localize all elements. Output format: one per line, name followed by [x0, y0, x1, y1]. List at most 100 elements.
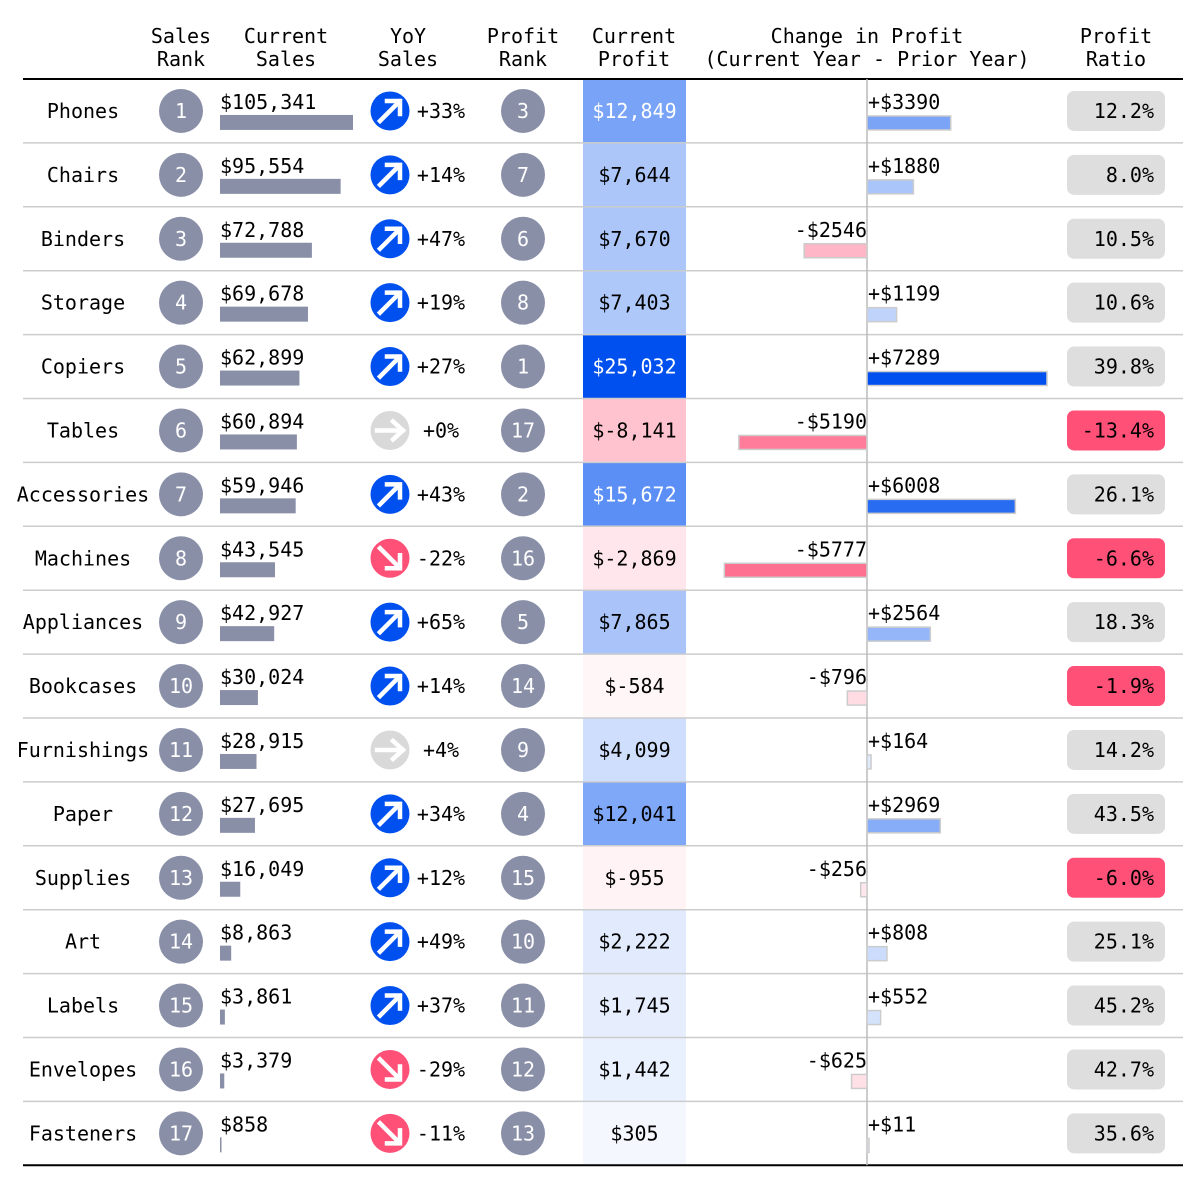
category-label: Paper — [53, 802, 113, 826]
profit-heat-cell — [583, 590, 686, 654]
profit-ratio-badge — [1067, 793, 1165, 834]
profit-heat-cell — [583, 1101, 686, 1165]
profit-change-bar — [859, 882, 868, 898]
sales-value-label: $72,788 — [220, 218, 304, 242]
profit-change-bar — [866, 115, 952, 131]
sales-value-label: $62,899 — [220, 346, 304, 370]
current-profit-label: $-2,869 — [592, 546, 676, 570]
profit-ratio-label: -1.9% — [1094, 674, 1154, 698]
sales-bar — [220, 626, 275, 642]
profit-heat-cell — [583, 399, 686, 462]
profit-ratio-label: 25.1% — [1094, 930, 1154, 954]
profit-rank-circle — [501, 600, 545, 645]
header-yoy-sales-line-2: Sales — [378, 47, 438, 71]
profit-ratio-badge — [1067, 154, 1165, 195]
sales-rank-circle — [159, 1111, 203, 1156]
profit-rank-circle — [501, 408, 545, 453]
category-label: Art — [65, 930, 101, 954]
arrow-up-right-icon — [370, 347, 410, 387]
profit-rank-circle — [501, 280, 545, 325]
sales-rank-label: 5 — [175, 355, 187, 379]
category-label: Phones — [47, 99, 119, 123]
sales-rank-label: 1 — [175, 99, 187, 123]
arrow-up-right-icon — [370, 602, 410, 642]
category-label: Chairs — [47, 163, 119, 187]
profit-ratio-badge — [1067, 410, 1165, 451]
profit-change-bar — [866, 626, 932, 642]
yoy-sales-label: -29% — [417, 1057, 465, 1081]
sales-value-label: $105,341 — [220, 90, 316, 114]
header-current-sales-line-1: Current — [244, 24, 328, 48]
yoy-sales-label: +12% — [417, 866, 465, 890]
sales-bar — [220, 370, 300, 386]
profit-heat-cell — [583, 207, 686, 271]
profit-ratio-label: 10.5% — [1094, 227, 1154, 251]
profit-ratio-badge — [1067, 921, 1165, 962]
profit-ratio-badge — [1067, 474, 1165, 515]
category-label: Furnishings — [17, 738, 149, 762]
profit-change-label: +$552 — [868, 985, 928, 1009]
table-row: Fasteners 17 $858 -11% 13 $305 +$11 35.6% — [29, 1111, 1165, 1156]
sales-bar — [220, 1137, 222, 1153]
category-label: Fasteners — [29, 1121, 137, 1145]
yoy-sales-label: +27% — [417, 355, 465, 379]
table-row: Tables 6 $60,894 +0% 17 $-8,141 -$5190 -13.4% — [47, 408, 1165, 453]
sales-rank-label: 10 — [169, 674, 193, 698]
sales-value-label: $59,946 — [220, 473, 304, 497]
sales-bar — [220, 881, 241, 897]
sales-rank-label: 17 — [169, 1121, 193, 1145]
profit-rank-circle — [501, 727, 545, 772]
sales-rank-label: 14 — [169, 930, 193, 954]
profit-change-label: +$808 — [868, 921, 928, 945]
profit-change-bar — [866, 370, 1048, 387]
current-profit-label: $1,442 — [598, 1057, 670, 1081]
sales-bar — [220, 242, 312, 258]
profit-rank-label: 5 — [517, 610, 529, 634]
sales-bar — [220, 434, 297, 450]
yoy-sales-label: +49% — [417, 930, 465, 954]
category-label: Tables — [47, 418, 119, 442]
profit-heat-cell — [583, 910, 686, 974]
arrow-up-right-icon — [370, 474, 410, 514]
header-sales-rank-line-2: Rank — [157, 47, 205, 71]
profit-ratio-label: 42.7% — [1094, 1057, 1154, 1081]
profit-heat-cell — [583, 335, 686, 398]
profit-ratio-badge — [1067, 218, 1165, 259]
yoy-sales-label: +19% — [417, 291, 465, 315]
profit-cell-backgrounds — [583, 79, 686, 1165]
profit-rank-label: 2 — [517, 482, 529, 506]
yoy-sales-label: +0% — [423, 418, 459, 442]
current-profit-label: $7,403 — [598, 291, 670, 315]
sales-bar — [220, 178, 341, 194]
profit-heat-cell — [583, 1038, 686, 1101]
arrow-down-right-icon — [370, 538, 410, 578]
current-profit-label: $2,222 — [598, 930, 670, 954]
yoy-sales-label: +33% — [417, 99, 465, 123]
yoy-sales-label: +14% — [417, 163, 465, 187]
yoy-sales-label: -11% — [417, 1121, 465, 1145]
sales-rank-circle — [159, 344, 203, 389]
header-change-in-profit-line-2: (Current Year - Prior Year) — [704, 47, 1029, 71]
table-row: Chairs 2 $95,554 +14% 7 $7,644 +$1880 8.0% — [47, 152, 1165, 197]
table-row: Storage 4 $69,678 +19% 8 $7,403 +$1199 10.6% — [41, 280, 1165, 325]
table-row: Art 14 $8,863 +49% 10 $2,222 +$808 25.1% — [65, 919, 1165, 964]
profit-ratio-badge — [1067, 346, 1165, 387]
category-label: Supplies — [35, 866, 131, 890]
table-row: Machines 8 $43,545 -22% 16 $-2,869 -$5777 -6.6% — [35, 536, 1165, 581]
profit-rank-label: 17 — [511, 418, 535, 442]
profit-change-label: +$2969 — [868, 793, 940, 817]
sales-rank-label: 13 — [169, 866, 193, 890]
table-row: Binders 3 $72,788 +47% 6 $7,670 -$2546 10.5% — [41, 216, 1165, 261]
profit-rank-circle — [501, 344, 545, 389]
arrow-down-right-icon — [370, 1113, 410, 1153]
sales-rank-label: 2 — [175, 163, 187, 187]
profit-change-bar — [866, 306, 898, 323]
profit-rank-label: 7 — [517, 163, 529, 187]
profit-rank-label: 4 — [517, 802, 529, 826]
table-body: Phones 1 $105,341 +33% 3 $12,849 +$3390 12.2% Ch… — [17, 88, 1165, 1156]
header-current-sales-line-2: Sales — [256, 47, 316, 71]
profit-rank-circle — [501, 88, 545, 133]
profit-change-label: -$2546 — [795, 218, 867, 242]
current-profit-label: $7,865 — [598, 610, 670, 634]
profit-ratio-label: 45.2% — [1094, 994, 1154, 1018]
